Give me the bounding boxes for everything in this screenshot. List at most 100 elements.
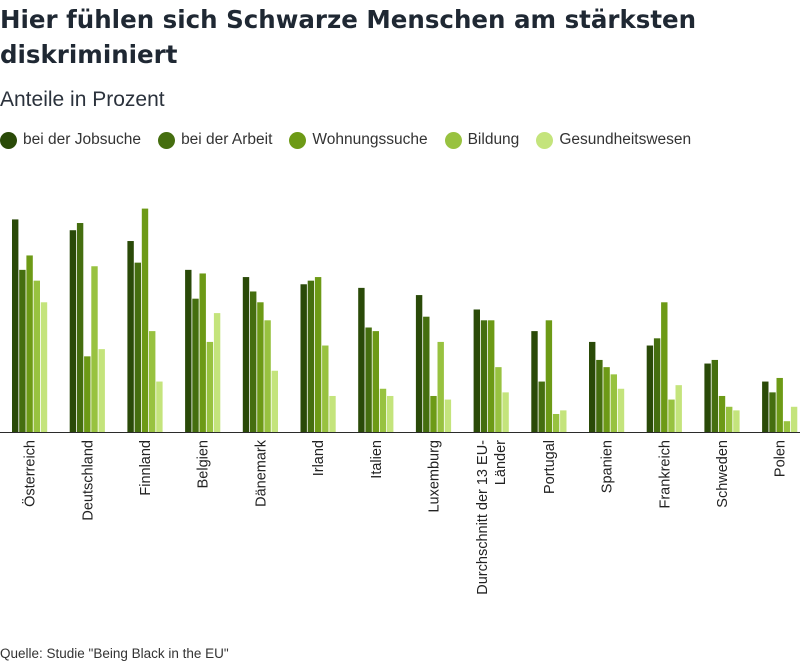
bar-durchschnitt-der-13-eu-l-nder-bei-der-arbeit — [480, 320, 488, 432]
x-tick-label-sterreich: Österreich — [21, 440, 39, 507]
bar-deutschland-wohnungssuche — [84, 356, 91, 432]
bar-finnland-bildung — [149, 331, 156, 432]
legend-item-bildung[interactable]: Bildung — [444, 131, 520, 149]
bar-deutschland-bildung — [91, 266, 98, 432]
legend-label-gesundheitswesen: Gesundheitswesen — [559, 131, 692, 148]
x-tick-label-portugal: Portugal — [542, 440, 558, 494]
bar-frankreich-wohnungssuche — [661, 302, 668, 432]
legend: bei der Jobsuche bei der Arbeit Wohnungs… — [0, 131, 800, 149]
chart-title: Hier fühlen sich Schwarze Menschen am st… — [0, 5, 697, 69]
x-tick-label-spanien: Spanien — [600, 440, 616, 493]
bar-schweden-bei-der-arbeit — [711, 359, 718, 432]
bar-spanien-wohnungssuche — [603, 367, 610, 432]
source-note: Quelle: Studie "Being Black in the EU" — [0, 646, 229, 661]
bar-polen-wohnungssuche — [776, 377, 783, 432]
bar-portugal-wohnungssuche — [545, 320, 553, 432]
x-tick-label-belgien: Belgien — [196, 440, 212, 488]
x-tick-label-schweden: Schweden — [715, 440, 731, 508]
legend-item-gesundheitswesen[interactable]: Gesundheitswesen — [536, 131, 691, 149]
bar-italien-bei-der-arbeit — [365, 327, 372, 432]
bar-belgien-bildung — [206, 341, 214, 432]
bar-sterreich-bildung — [33, 280, 40, 432]
bar-schweden-wohnungssuche — [718, 395, 726, 432]
bar-spanien-bei-der-jobsuche — [589, 341, 596, 432]
bar-sterreich-wohnungssuche — [26, 255, 33, 432]
bar-luxemburg-bei-der-jobsuche — [415, 295, 423, 432]
bar-belgien-wohnungssuche — [199, 273, 206, 432]
bar-deutschland-bei-der-arbeit — [76, 223, 84, 432]
bar-schweden-gesundheitswesen — [733, 410, 740, 432]
bar-durchschnitt-der-13-eu-l-nder-bei-der-jobsuche — [473, 309, 480, 432]
bar-d-nemark-gesundheitswesen — [271, 370, 278, 432]
x-tick-label-irland: Irland — [311, 440, 327, 476]
legend-label-wohnungssuche: Wohnungssuche — [312, 131, 428, 148]
bar-belgien-bei-der-jobsuche — [185, 269, 192, 432]
bar-irland-bei-der-jobsuche — [300, 284, 307, 432]
bar-italien-bei-der-jobsuche — [358, 287, 365, 432]
legend-label-bildung: Bildung — [467, 131, 520, 148]
bar-durchschnitt-der-13-eu-l-nder-bildung — [495, 367, 502, 432]
bar-italien-wohnungssuche — [372, 331, 379, 432]
bar-durchschnitt-der-13-eu-l-nder-wohnungssuche — [488, 320, 495, 432]
bar-frankreich-bei-der-arbeit — [653, 338, 661, 432]
bar-portugal-bei-der-jobsuche — [531, 331, 538, 432]
x-tick-label-deutschland: Deutschland — [80, 440, 96, 521]
bar-italien-gesundheitswesen — [387, 395, 394, 432]
x-tick-label-luxemburg: Luxemburg — [427, 440, 443, 513]
legend-label-arbeit: bei der Arbeit — [181, 131, 273, 148]
x-tick-label-italien: Italien — [369, 440, 385, 479]
legend-swatch-wohnungssuche — [289, 131, 307, 149]
bar-finnland-wohnungssuche — [141, 208, 149, 432]
bar-polen-gesundheitswesen — [790, 406, 798, 432]
bar-d-nemark-bei-der-arbeit — [250, 291, 257, 432]
bar-d-nemark-bildung — [264, 320, 271, 432]
legend-swatch-gesundheitswesen — [536, 131, 554, 149]
x-tick-label-frankreich: Frankreich — [657, 440, 673, 509]
bar-deutschland-bei-der-jobsuche — [69, 230, 77, 432]
bar-luxemburg-wohnungssuche — [430, 395, 437, 432]
bar-belgien-gesundheitswesen — [213, 313, 221, 432]
legend-swatch-bildung — [444, 131, 462, 149]
x-tick-label-finnland: Finnland — [138, 440, 154, 496]
bar-irland-bei-der-arbeit — [307, 280, 315, 432]
bar-spanien-bei-der-arbeit — [596, 359, 603, 432]
bar-portugal-bildung — [552, 413, 560, 432]
bar-luxemburg-bildung — [437, 341, 444, 432]
bar-luxemburg-gesundheitswesen — [444, 399, 452, 432]
legend-swatch-arbeit — [158, 131, 176, 149]
bar-d-nemark-bei-der-jobsuche — [242, 277, 250, 432]
x-tick-label-durchschnitt-der-13-eu-l-nder: Durchschnitt der 13 EU- Länder — [475, 440, 509, 595]
x-tick-label-d-nemark: Dänemark — [253, 439, 269, 507]
bar-schweden-bei-der-jobsuche — [704, 363, 711, 432]
bar-chart: Österreich Deutschland Finnland Belgien Däne… — [0, 208, 800, 595]
bar-sterreich-bei-der-jobsuche — [12, 219, 19, 432]
bar-belgien-bei-der-arbeit — [192, 298, 199, 432]
bar-schweden-bildung — [726, 406, 733, 432]
legend-item-arbeit[interactable]: bei der Arbeit — [158, 131, 272, 149]
x-tick-label-polen: Polen — [773, 440, 789, 477]
bar-luxemburg-bei-der-arbeit — [423, 316, 430, 432]
bar-frankreich-gesundheitswesen — [675, 385, 682, 432]
bar-sterreich-gesundheitswesen — [40, 302, 48, 432]
bar-irland-bildung — [322, 345, 329, 432]
legend-item-jobsuche[interactable]: bei der Jobsuche — [0, 131, 141, 149]
legend-item-wohnungssuche[interactable]: Wohnungssuche — [289, 131, 428, 149]
bar-sterreich-bei-der-arbeit — [19, 269, 26, 432]
bar-polen-bei-der-jobsuche — [762, 381, 769, 432]
bar-polen-bei-der-arbeit — [769, 392, 776, 432]
chart-subtitle: Anteile in Prozent — [0, 88, 165, 111]
bar-irland-wohnungssuche — [314, 277, 322, 432]
bar-finnland-gesundheitswesen — [156, 381, 163, 432]
bar-italien-bildung — [379, 388, 387, 432]
bar-spanien-gesundheitswesen — [617, 388, 625, 432]
bar-finnland-bei-der-jobsuche — [127, 241, 134, 432]
bar-finnland-bei-der-arbeit — [134, 262, 141, 432]
bar-deutschland-gesundheitswesen — [98, 349, 105, 432]
bar-polen-bildung — [783, 421, 791, 432]
bar-d-nemark-wohnungssuche — [257, 302, 264, 432]
bar-portugal-gesundheitswesen — [560, 410, 567, 432]
bar-frankreich-bei-der-jobsuche — [646, 345, 654, 432]
bar-frankreich-bildung — [668, 399, 675, 432]
bar-durchschnitt-der-13-eu-l-nder-gesundheitswesen — [502, 392, 509, 432]
bar-spanien-bildung — [610, 374, 617, 432]
